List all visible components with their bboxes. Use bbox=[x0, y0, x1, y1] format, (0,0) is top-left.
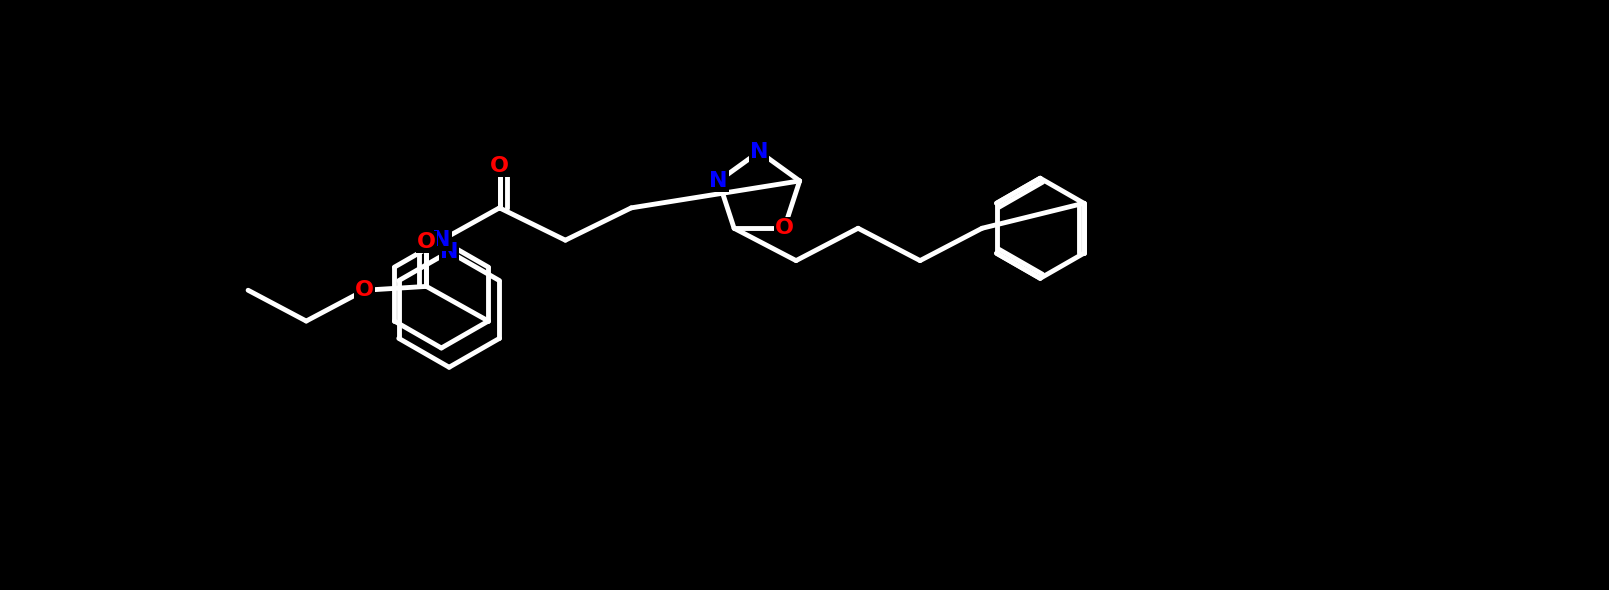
Text: N: N bbox=[750, 142, 769, 162]
Text: N: N bbox=[433, 230, 451, 250]
Text: O: O bbox=[774, 218, 793, 238]
Text: O: O bbox=[356, 280, 373, 300]
Text: O: O bbox=[491, 156, 508, 175]
Text: N: N bbox=[439, 242, 459, 262]
Text: O: O bbox=[417, 232, 436, 252]
Text: N: N bbox=[710, 171, 727, 191]
